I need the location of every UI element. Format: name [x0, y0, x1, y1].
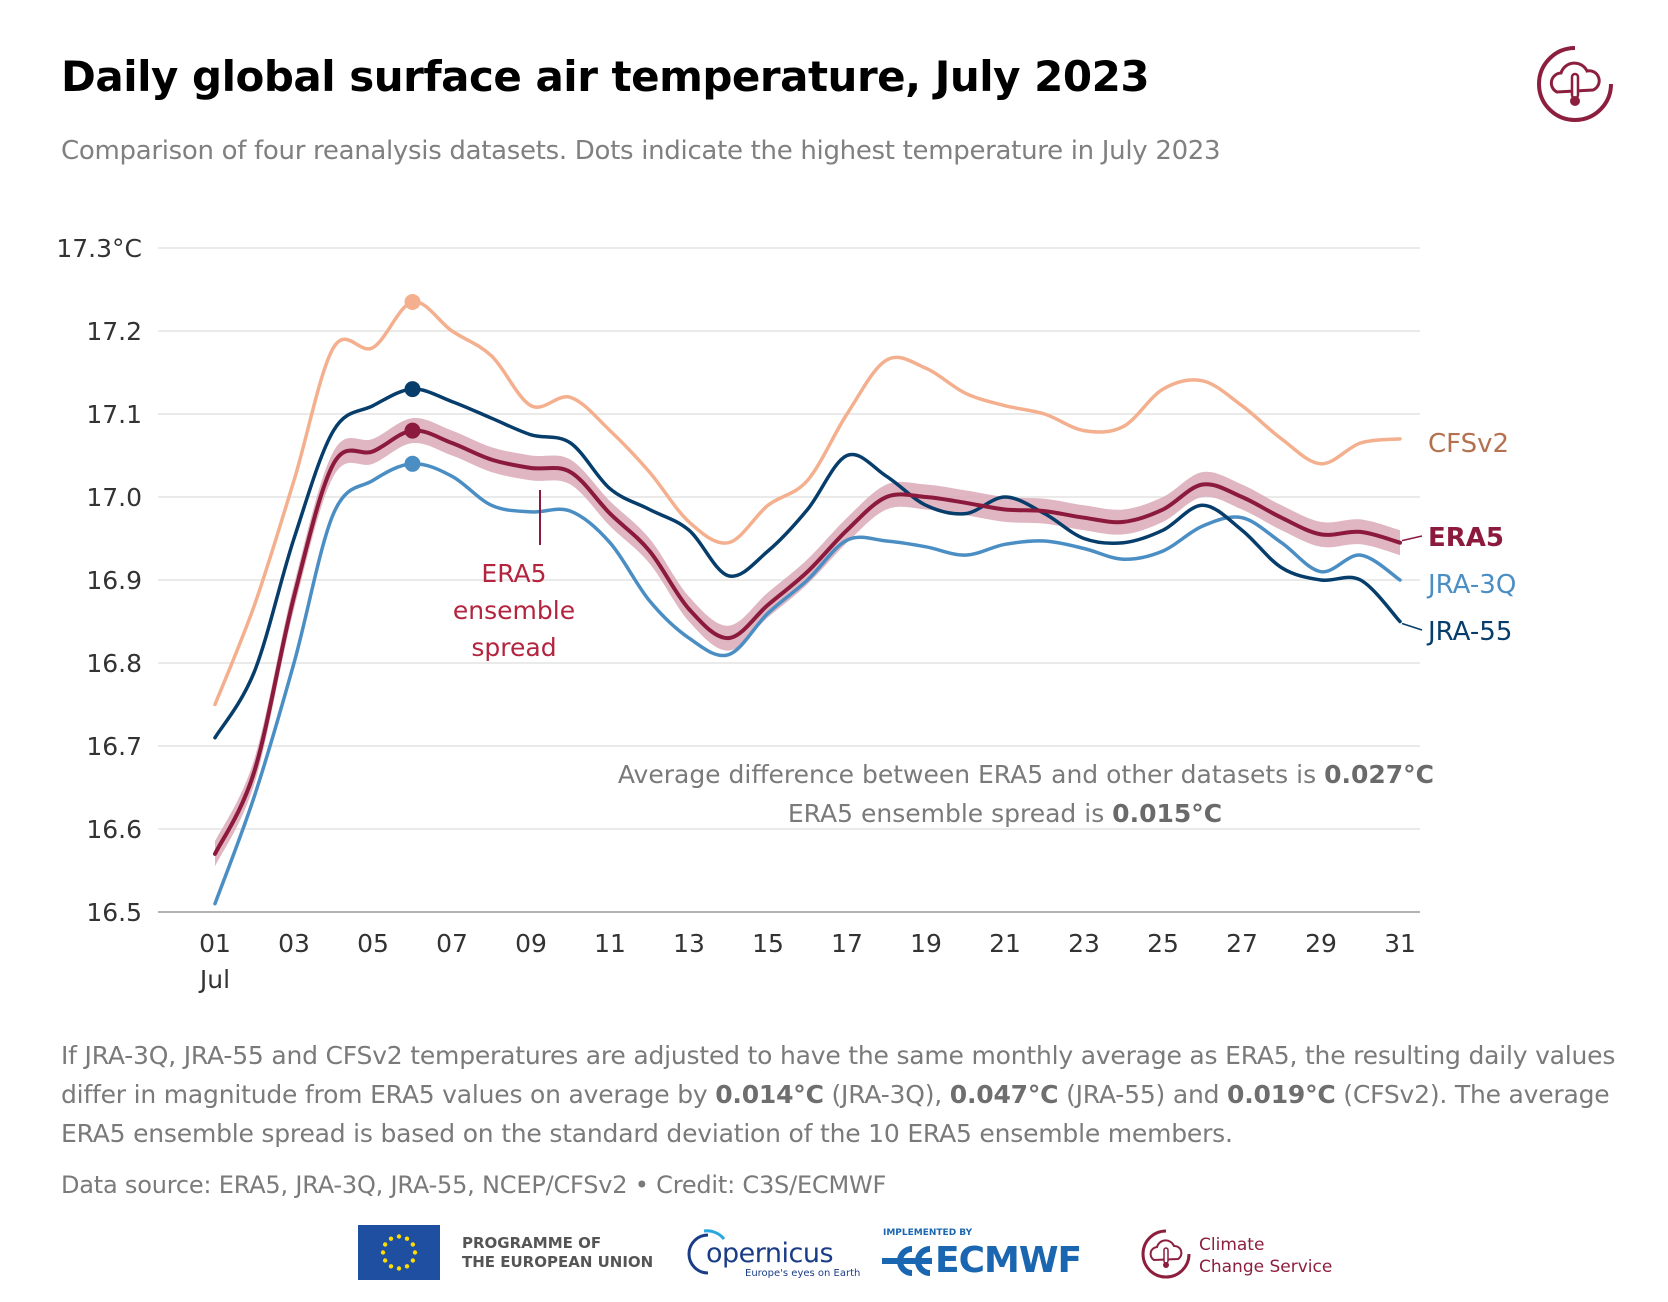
eu-text-line: THE EUROPEAN UNION: [462, 1253, 654, 1271]
y-tick-label: 17.0: [86, 483, 142, 512]
max-dot-cfsv2: [404, 293, 421, 310]
eu-flag-icon: [358, 1225, 440, 1280]
y-tick-label: 16.8: [86, 649, 142, 678]
copernicus-logo-icon: [687, 1229, 726, 1275]
ensemble-spread-label: ensemble: [453, 596, 575, 625]
note-value-jra55: 0.047°C: [949, 1080, 1059, 1109]
y-tick-label: 16.5: [86, 898, 142, 927]
eu-star: [410, 1242, 416, 1247]
x-tick-label: 07: [436, 929, 468, 958]
chart-title: Daily global surface air temperature, Ju…: [61, 52, 1150, 101]
x-tick-label: 13: [673, 929, 705, 958]
x-tick-label: 19: [910, 929, 942, 958]
x-tick-sublabel: Jul: [198, 965, 230, 994]
eu-text-line: PROGRAMME OF: [462, 1234, 602, 1252]
max-dot-era5: [404, 422, 421, 439]
implemented-by-label: IMPLEMENTED BY: [883, 1228, 973, 1238]
series-line-era5: [213, 428, 1402, 856]
eu-star: [410, 1258, 416, 1263]
series-label-era5: ERA5: [1428, 523, 1504, 553]
max-dot-jra-55: [404, 381, 421, 398]
line-chart: 16.5 16.6 16.7 16.8 16.9 17.0 17.1 17.2 17.3°C 0…: [56, 234, 1516, 994]
note-value-jra3q: 0.014°C: [715, 1080, 824, 1109]
average-difference-annotation: Average difference between ERA5 and othe…: [618, 760, 1434, 789]
y-tick-label: 17.2: [86, 317, 142, 346]
x-tick-label: 23: [1068, 929, 1100, 958]
series-label-jra-3q: JRA-3Q: [1426, 570, 1516, 600]
max-dot-jra-3q: [404, 455, 421, 472]
y-tick-label: 16.7: [86, 732, 142, 761]
series-line-jra-55: [213, 387, 1402, 740]
x-tick-label: 05: [357, 929, 389, 958]
eu-star: [382, 1242, 388, 1247]
note-text: (CFSv2). The average ERA5 ensemble sprea…: [61, 1080, 1610, 1148]
eu-star: [382, 1258, 388, 1263]
methodology-note: If JRA-3Q, JRA-55 and CFSv2 temperatures…: [61, 1036, 1621, 1153]
ensemble-spread-label: spread: [471, 633, 556, 662]
x-tick-label: 09: [515, 929, 547, 958]
x-tick-label: 01: [199, 929, 231, 958]
ecmwf-mark-icon: [882, 1246, 932, 1276]
eu-star: [396, 1266, 402, 1271]
eu-programme-text: PROGRAMME OF THE EUROPEAN UNION: [462, 1234, 653, 1272]
x-tick-label: 15: [752, 929, 784, 958]
eu-star: [388, 1264, 394, 1269]
ccs-text-line: Change Service: [1199, 1257, 1333, 1277]
eu-star: [404, 1236, 410, 1241]
eu-star: [396, 1234, 402, 1239]
chart-subtitle: Comparison of four reanalysis datasets. …: [61, 136, 1221, 166]
ecmwf-wordmark: ECMWF: [935, 1240, 1082, 1281]
copernicus-tagline: Europe's eyes on Earth: [745, 1268, 861, 1279]
y-tick-label: 17.1: [86, 400, 142, 429]
series-line-cfsv2: [213, 300, 1402, 707]
note-text: (JRA-55) and: [1058, 1080, 1228, 1109]
note-text: If JRA-3Q, JRA-55 and CFSv2 temperatures…: [61, 1041, 1616, 1109]
x-tick-label: 21: [989, 929, 1021, 958]
x-tick-label: 25: [1147, 929, 1179, 958]
y-tick-label: 17.3°C: [56, 234, 142, 263]
ccs-text-line: Climate: [1199, 1235, 1265, 1255]
climate-change-service-icon: [1537, 46, 1613, 122]
x-tick-label: 03: [278, 929, 310, 958]
climate-change-service-text: Climate Change Service: [1199, 1234, 1332, 1278]
x-tick-label: 29: [1305, 929, 1337, 958]
copernicus-wordmark: opernicus: [706, 1238, 834, 1269]
series-line-jra-3q: [213, 462, 1402, 906]
y-tick-label: 16.6: [86, 815, 142, 844]
eu-star: [404, 1264, 410, 1269]
climate-change-service-icon: [1141, 1229, 1191, 1279]
x-tick-label: 11: [594, 929, 626, 958]
eu-star: [380, 1250, 386, 1255]
data-source: Data source: ERA5, JRA-3Q, JRA-55, NCEP/…: [61, 1171, 887, 1199]
series-label-cfsv2: CFSv2: [1428, 429, 1509, 459]
ensemble-spread-annotation: ERA5 ensemble spread is 0.015°C: [788, 799, 1222, 828]
y-tick-label: 16.9: [86, 566, 142, 595]
eu-star: [388, 1236, 394, 1241]
series-label-jra-55: JRA-55: [1426, 617, 1512, 647]
ensemble-spread-label: ERA5: [481, 559, 546, 588]
label-connector: [1401, 535, 1423, 542]
x-tick-label: 27: [1226, 929, 1258, 958]
x-tick-label: 31: [1384, 929, 1416, 958]
note-value-cfsv2: 0.019°C: [1227, 1080, 1336, 1109]
era5-ensemble-spread-band: [215, 418, 1400, 867]
eu-star: [412, 1250, 418, 1255]
label-connector: [1401, 622, 1423, 631]
x-tick-label: 17: [831, 929, 863, 958]
note-text: (JRA-3Q),: [823, 1080, 950, 1109]
